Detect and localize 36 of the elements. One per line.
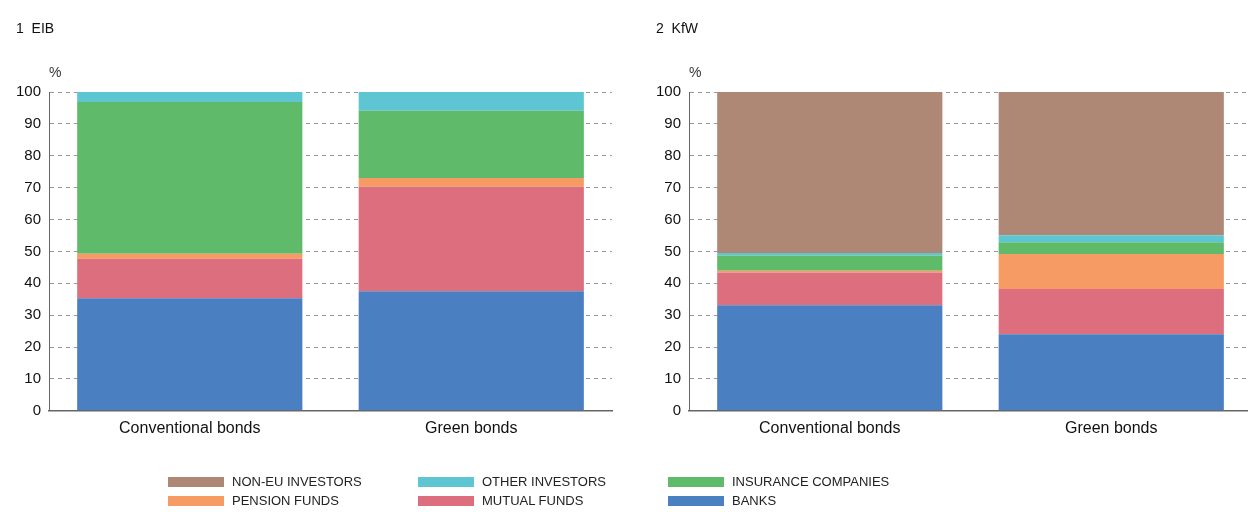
y-tick-label: 100 — [16, 82, 42, 100]
y-tick-label: 40 — [664, 273, 682, 291]
chart-title: 2 KfW — [656, 20, 699, 36]
y-tick-label: 60 — [24, 209, 42, 227]
y-tick-label: 60 — [664, 209, 682, 227]
x-tick-label: Conventional bonds — [119, 418, 261, 436]
legend-label: OTHER INVESTORS — [482, 474, 607, 489]
y-tick-label: 40 — [24, 273, 42, 291]
y-axis-title: % — [689, 63, 702, 80]
y-tick-label: 70 — [24, 177, 42, 195]
y-tick-label: 30 — [664, 305, 682, 323]
legend-label: MUTUAL FUNDS — [482, 493, 584, 508]
legend-label: BANKS — [732, 493, 777, 508]
y-tick-label: 70 — [664, 177, 682, 195]
legend-label: INSURANCE COMPANIES — [732, 474, 890, 489]
chart-title: 1 EIB — [16, 20, 55, 36]
y-axis-title: % — [49, 63, 62, 80]
y-tick-label: 20 — [24, 337, 42, 355]
x-tick-label: Conventional bonds — [759, 418, 901, 436]
y-tick-label: 20 — [664, 337, 682, 355]
y-tick-label: 80 — [664, 145, 682, 163]
y-tick-label: 50 — [24, 241, 42, 259]
x-tick-label: Green bonds — [1065, 418, 1158, 436]
y-tick-label: 10 — [664, 369, 682, 387]
x-tick-label: Green bonds — [425, 418, 518, 436]
legend-label: NON-EU INVESTORS — [232, 474, 362, 489]
y-tick-label: 80 — [24, 145, 42, 163]
y-tick-label: 0 — [32, 400, 42, 418]
y-tick-label: 0 — [672, 400, 682, 418]
y-tick-label: 30 — [24, 305, 42, 323]
y-tick-label: 90 — [664, 114, 682, 132]
y-tick-label: 100 — [656, 82, 682, 100]
y-tick-label: 90 — [24, 114, 42, 132]
y-tick-label: 50 — [664, 241, 682, 259]
y-tick-label: 10 — [24, 369, 42, 387]
legend-label: PENSION FUNDS — [232, 493, 339, 508]
